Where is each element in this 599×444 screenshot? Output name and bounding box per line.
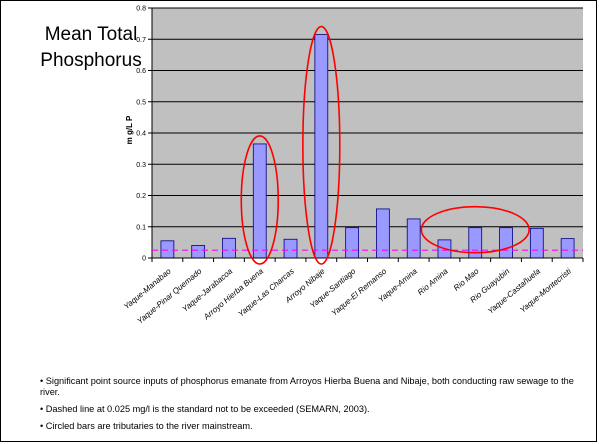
y-tick-label: 0.8 [136, 6, 146, 13]
bar [222, 237, 236, 259]
bar [406, 218, 421, 259]
y-axis-title: m g/L P [125, 115, 134, 144]
chart: 00.10.20.30.40.50.60.70.8 Yaque-ManabaoY… [122, 6, 584, 326]
bar [314, 34, 329, 259]
y-tick-label: 0.2 [136, 193, 146, 200]
bar [160, 240, 175, 259]
bullet-item: • Dashed line at 0.025 mg/l is the stand… [40, 404, 370, 414]
x-category-label: Rio Amina [416, 266, 450, 297]
y-tick-label: 0 [142, 256, 146, 263]
tributary-circle [302, 25, 341, 265]
y-tick-label: 0.1 [136, 224, 146, 231]
y-tick-label: 0.3 [136, 162, 146, 169]
bullet-item: • Circled bars are tributaries to the ri… [40, 421, 253, 431]
bar [283, 238, 298, 259]
y-tick-label: 0.5 [136, 99, 146, 106]
x-category-label: Yaque-Las Charcas [236, 267, 296, 319]
y-tick-label: 0.6 [136, 68, 146, 75]
bar [499, 227, 513, 259]
bullet-list: • Significant point source inputs of pho… [40, 376, 585, 438]
bar [191, 245, 206, 259]
x-category-label: Yaque-Castañuela [486, 266, 543, 315]
bar [345, 227, 359, 259]
bar [529, 227, 544, 259]
slide-title: Mean Total Phosphorus [40, 24, 142, 71]
bullet-item: • Significant point source inputs of pho… [40, 376, 574, 397]
y-tick-label: 0.4 [136, 131, 146, 138]
tributary-circle [420, 205, 530, 254]
x-category-label: Yaque-El Remanso [330, 266, 389, 317]
x-category-label: Rio Mao [452, 266, 481, 292]
tributary-circle [240, 135, 280, 265]
bar [252, 143, 267, 259]
y-tick-label: 0.7 [136, 37, 146, 44]
bar [560, 238, 575, 259]
